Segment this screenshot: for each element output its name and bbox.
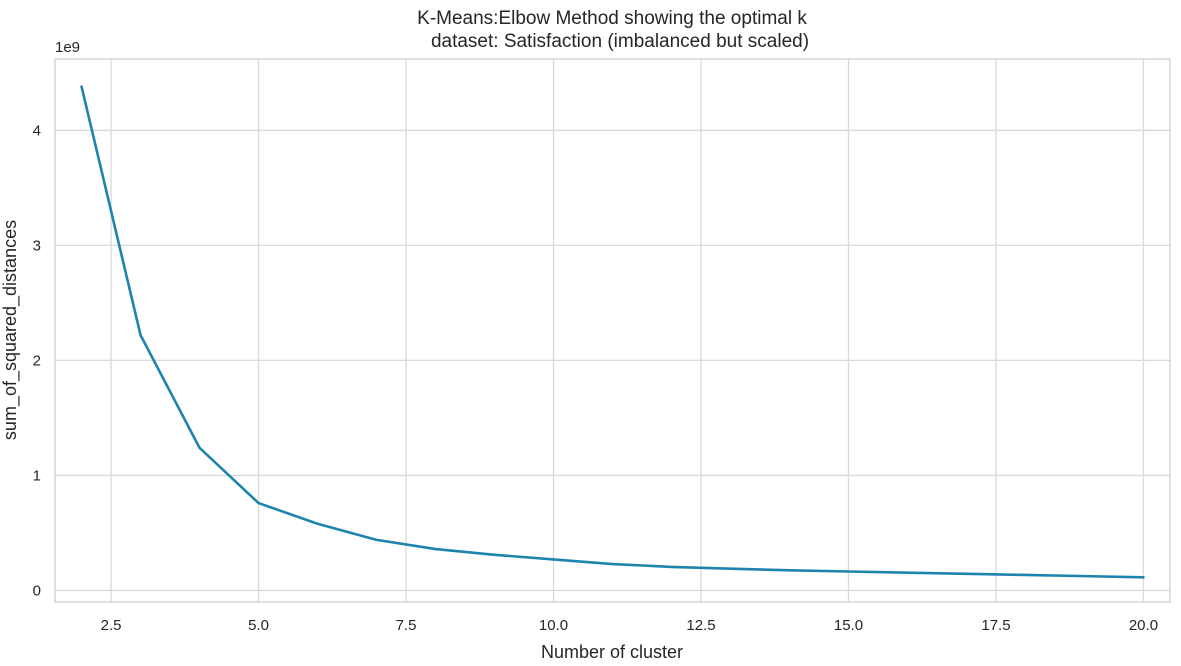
x-tick-label: 15.0 [834, 617, 863, 634]
x-tick-label: 2.5 [101, 617, 122, 634]
x-tick-labels: 2.5 5.0 7.5 10.0 12.5 15.0 17.5 20.0 [101, 617, 1158, 634]
x-tick-label: 5.0 [248, 617, 269, 634]
x-tick-label: 10.0 [539, 617, 568, 634]
plot-frame [54, 58, 1171, 603]
x-tick-label: 12.5 [686, 617, 715, 634]
grid-lines [55, 59, 1170, 602]
chart-title: K-Means:Elbow Method showing the optimal… [417, 8, 807, 29]
y-tick-label: 2 [33, 352, 41, 369]
x-axis-label: Number of cluster [541, 642, 683, 662]
y-tick-label: 1 [33, 467, 41, 484]
x-tick-label: 17.5 [981, 617, 1010, 634]
x-tick-label: 7.5 [396, 617, 417, 634]
series-line [80, 85, 1145, 579]
x-tick-label: 20.0 [1129, 617, 1158, 634]
y-tick-labels: 0 1 2 3 4 [33, 122, 41, 599]
y-tick-label: 0 [33, 582, 41, 599]
y-multiplier-label: 1e9 [55, 39, 80, 56]
y-tick-label: 3 [33, 237, 41, 254]
chart-subtitle: dataset: Satisfaction (imbalanced but sc… [431, 31, 809, 52]
y-axis-label: sum_of_squared_distances [0, 220, 21, 440]
y-tick-label: 4 [33, 122, 41, 139]
